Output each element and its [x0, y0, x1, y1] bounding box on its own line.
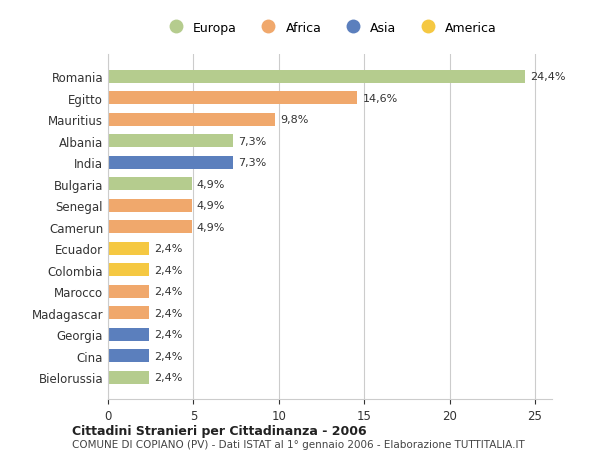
- Text: 4,9%: 4,9%: [197, 222, 225, 232]
- Text: 9,8%: 9,8%: [280, 115, 309, 125]
- Text: 24,4%: 24,4%: [530, 72, 565, 82]
- Text: 2,4%: 2,4%: [154, 330, 182, 339]
- Text: 2,4%: 2,4%: [154, 372, 182, 382]
- Text: 2,4%: 2,4%: [154, 265, 182, 275]
- Bar: [108, 307, 149, 319]
- Bar: [108, 157, 233, 169]
- Text: 14,6%: 14,6%: [362, 94, 398, 104]
- Bar: [108, 285, 149, 298]
- Bar: [108, 242, 149, 255]
- Bar: [108, 328, 149, 341]
- Text: 7,3%: 7,3%: [238, 136, 266, 146]
- Bar: [108, 178, 191, 191]
- Legend: Europa, Africa, Asia, America: Europa, Africa, Asia, America: [158, 17, 502, 39]
- Bar: [108, 263, 149, 276]
- Bar: [108, 135, 233, 148]
- Bar: [108, 349, 149, 362]
- Bar: [108, 199, 191, 212]
- Text: 2,4%: 2,4%: [154, 244, 182, 254]
- Text: 4,9%: 4,9%: [197, 201, 225, 211]
- Text: COMUNE DI COPIANO (PV) - Dati ISTAT al 1° gennaio 2006 - Elaborazione TUTTITALIA: COMUNE DI COPIANO (PV) - Dati ISTAT al 1…: [72, 440, 525, 449]
- Bar: [108, 371, 149, 384]
- Text: 4,9%: 4,9%: [197, 179, 225, 189]
- Bar: [108, 221, 191, 234]
- Text: 2,4%: 2,4%: [154, 351, 182, 361]
- Bar: [108, 71, 524, 84]
- Bar: [108, 92, 358, 105]
- Text: 2,4%: 2,4%: [154, 286, 182, 297]
- Text: 7,3%: 7,3%: [238, 158, 266, 168]
- Text: 2,4%: 2,4%: [154, 308, 182, 318]
- Bar: [108, 113, 275, 127]
- Text: Cittadini Stranieri per Cittadinanza - 2006: Cittadini Stranieri per Cittadinanza - 2…: [72, 424, 367, 437]
